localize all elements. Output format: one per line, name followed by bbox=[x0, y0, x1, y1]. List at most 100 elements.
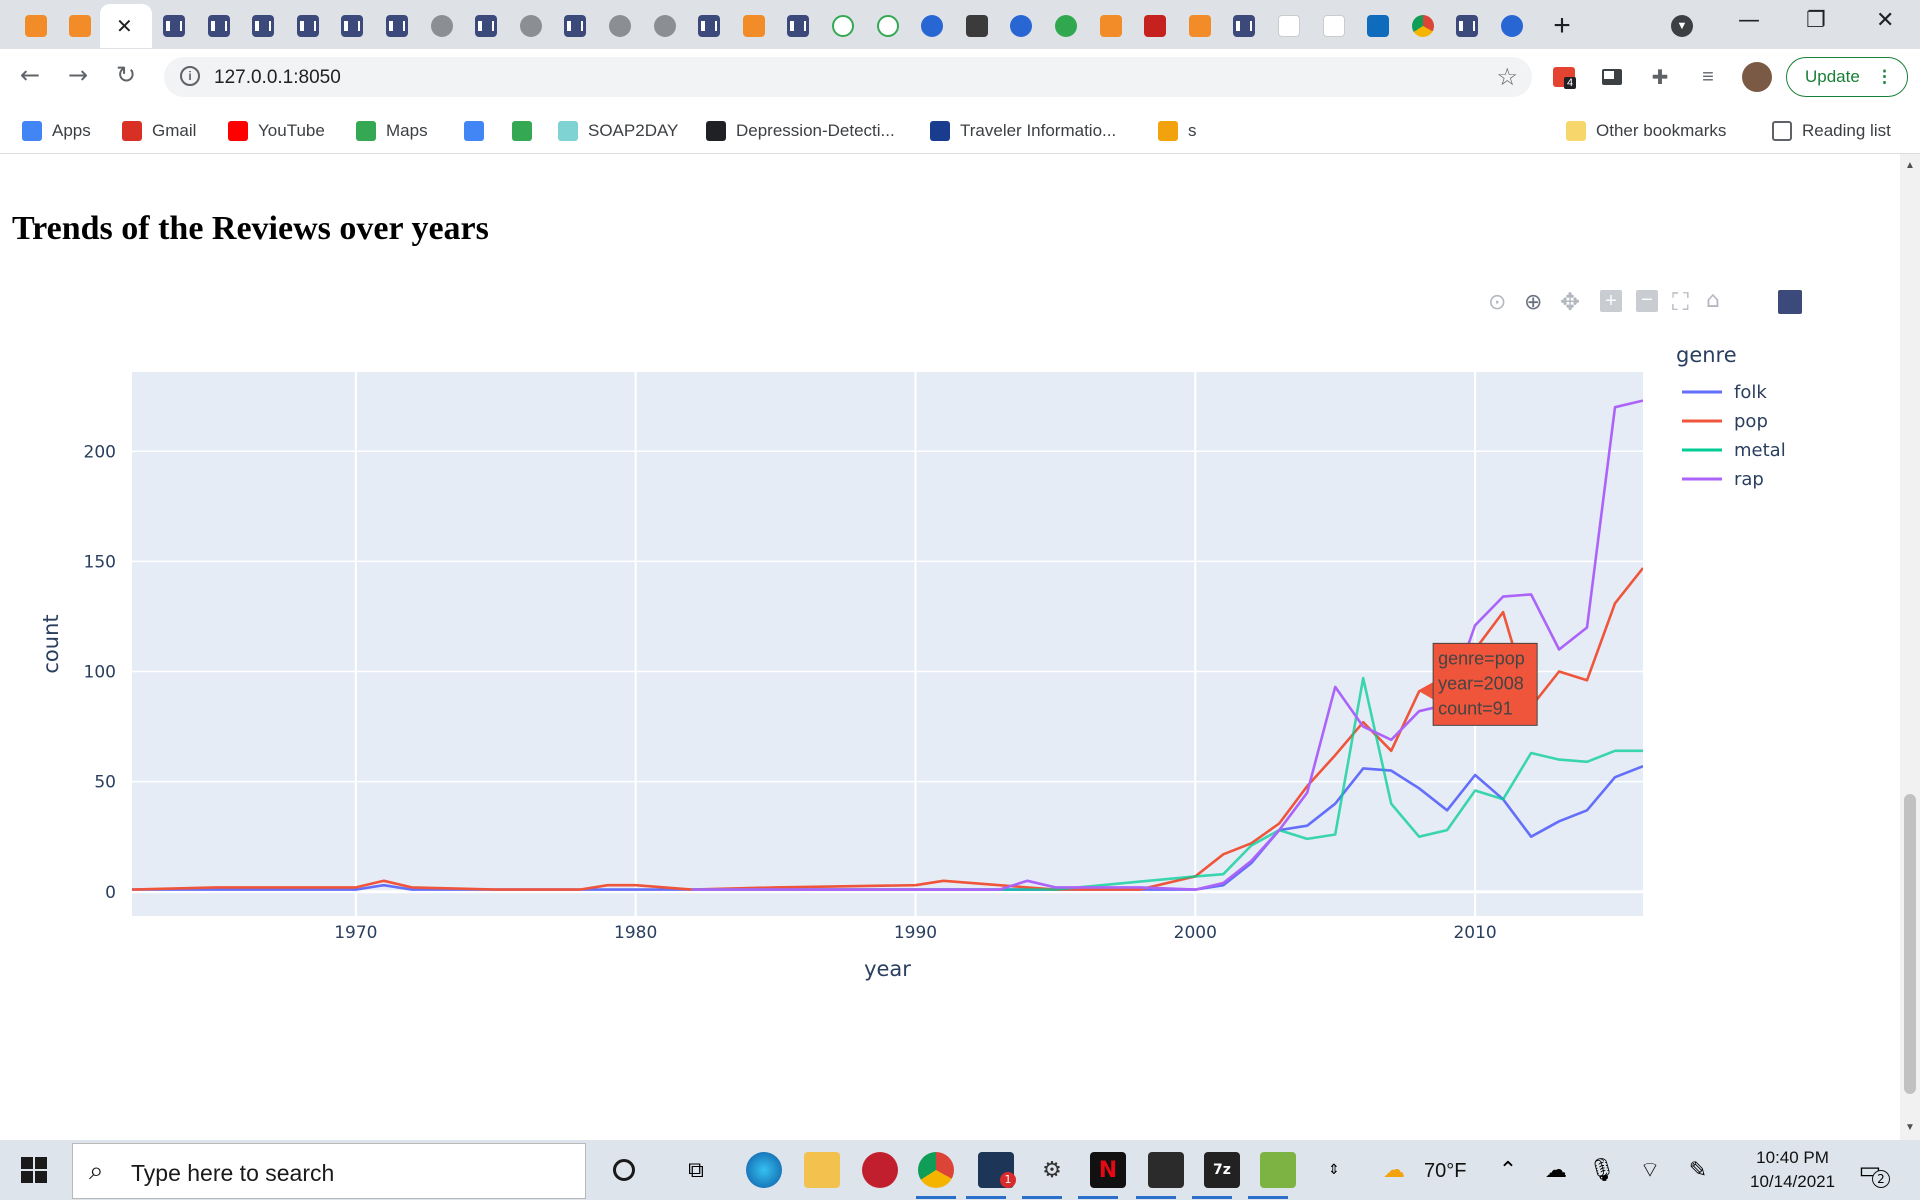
update-button[interactable]: Update ⋮ bbox=[1786, 57, 1908, 97]
tab-12[interactable] bbox=[553, 4, 597, 48]
legend-item-pop[interactable]: pop bbox=[1734, 411, 1768, 432]
tab-28[interactable] bbox=[1267, 4, 1311, 48]
bookmark-item[interactable] bbox=[464, 120, 494, 142]
bookmark-item[interactable]: Gmail bbox=[122, 120, 196, 142]
tab-33[interactable] bbox=[1490, 4, 1534, 48]
tab-9[interactable] bbox=[420, 4, 464, 48]
tab-8[interactable] bbox=[375, 4, 419, 48]
tab-2[interactable] bbox=[58, 4, 102, 48]
tab-27[interactable] bbox=[1222, 4, 1266, 48]
tab-30[interactable] bbox=[1356, 4, 1400, 48]
bookmark-item[interactable]: YouTube bbox=[228, 120, 325, 142]
onedrive-icon[interactable]: ☁ bbox=[1545, 1157, 1567, 1183]
bookmark-item[interactable]: Depression-Detecti... bbox=[706, 120, 895, 142]
tab-6[interactable] bbox=[286, 4, 330, 48]
tab-active[interactable] bbox=[100, 4, 152, 48]
new-tab-button[interactable]: + bbox=[1540, 4, 1584, 48]
scroll-up-icon[interactable]: ▲ bbox=[1905, 160, 1915, 171]
legend-item-rap[interactable]: rap bbox=[1734, 469, 1764, 490]
tab-21[interactable] bbox=[955, 4, 999, 48]
reading-list[interactable]: Reading list bbox=[1772, 120, 1891, 142]
zoom-out-icon[interactable]: − bbox=[1636, 290, 1658, 312]
webex-icon[interactable]: 1 bbox=[978, 1152, 1016, 1188]
extensions-puzzle-icon[interactable]: ✚ bbox=[1651, 66, 1669, 89]
close-tab-icon[interactable]: ✕ bbox=[116, 14, 133, 38]
reviews-trend-chart[interactable]: 1970 1980 1990 2000 2010 0 50 100 150 200 year coun… bbox=[0, 154, 1900, 1134]
tab-search-button[interactable]: ▼ bbox=[1660, 4, 1704, 48]
todoist-extension-icon[interactable]: 4 bbox=[1550, 63, 1578, 91]
zoom-icon[interactable]: ⊕ bbox=[1524, 290, 1543, 315]
tab-18[interactable] bbox=[821, 4, 865, 48]
bookmark-star-icon[interactable]: ☆ bbox=[1496, 64, 1518, 91]
cortana-icon[interactable] bbox=[606, 1152, 642, 1188]
legend-item-metal[interactable]: metal bbox=[1734, 440, 1786, 461]
reset-axes-home-icon[interactable]: ⌂ bbox=[1706, 288, 1720, 313]
pen-icon[interactable]: ✎ bbox=[1688, 1157, 1708, 1183]
chrome-icon[interactable] bbox=[918, 1152, 954, 1188]
file-explorer-icon[interactable] bbox=[804, 1152, 840, 1188]
reload-icon[interactable]: ↻ bbox=[116, 61, 137, 89]
tab-17[interactable] bbox=[776, 4, 820, 48]
tab-26[interactable] bbox=[1178, 4, 1222, 48]
tab-16[interactable] bbox=[732, 4, 776, 48]
bookmark-item[interactable]: Apps bbox=[22, 120, 91, 142]
tab-10[interactable] bbox=[464, 4, 508, 48]
wifi-icon[interactable]: ⌔ bbox=[1639, 1158, 1661, 1183]
tab-29[interactable] bbox=[1312, 4, 1356, 48]
restore-icon[interactable]: ❐ bbox=[1806, 8, 1826, 33]
tab-15[interactable] bbox=[687, 4, 731, 48]
address-bar[interactable]: i 127.0.0.1:8050 ☆ bbox=[164, 57, 1532, 97]
tab-32[interactable] bbox=[1445, 4, 1489, 48]
tab-24[interactable] bbox=[1089, 4, 1133, 48]
camera-icon[interactable]: ⊙ bbox=[1488, 290, 1507, 315]
series-line-pop[interactable] bbox=[132, 567, 1643, 891]
back-icon[interactable]: ← bbox=[20, 61, 41, 89]
notepad-app-icon[interactable] bbox=[1260, 1152, 1296, 1188]
bookmark-item[interactable] bbox=[512, 120, 542, 142]
tab-3[interactable] bbox=[152, 4, 196, 48]
window-close-icon[interactable]: ✕ bbox=[1876, 8, 1895, 33]
tab-14[interactable] bbox=[643, 4, 687, 48]
tab-7[interactable] bbox=[330, 4, 374, 48]
clock[interactable]: 10:40 PM 10/14/2021 bbox=[1750, 1146, 1835, 1194]
7zip-icon[interactable]: 7z bbox=[1204, 1152, 1240, 1188]
zoom-in-icon[interactable]: + bbox=[1600, 290, 1622, 312]
info-icon[interactable]: i bbox=[180, 66, 200, 86]
tab-13[interactable] bbox=[598, 4, 642, 48]
bookmark-item[interactable]: Traveler Informatio... bbox=[930, 120, 1116, 142]
taskbar-scroll-icon[interactable]: ⇕ bbox=[1328, 1162, 1340, 1178]
windows-start-icon[interactable] bbox=[16, 1152, 52, 1188]
settings-gear-icon[interactable]: ⚙ bbox=[1042, 1157, 1062, 1183]
shield-app-icon[interactable] bbox=[862, 1152, 898, 1188]
autoscale-icon[interactable]: ⛶ bbox=[1672, 288, 1689, 316]
scroll-down-icon[interactable]: ▼ bbox=[1905, 1122, 1915, 1133]
edge-icon[interactable] bbox=[746, 1152, 782, 1188]
tab-31[interactable] bbox=[1401, 4, 1445, 48]
weather-temp[interactable]: 70°F bbox=[1424, 1160, 1467, 1182]
tab-25[interactable] bbox=[1133, 4, 1177, 48]
tab-5[interactable] bbox=[241, 4, 285, 48]
terminal-icon[interactable] bbox=[1148, 1152, 1184, 1188]
tray-chevron-up-icon[interactable]: ⌃ bbox=[1498, 1157, 1518, 1183]
plot-background[interactable] bbox=[132, 372, 1643, 916]
address-url[interactable]: 127.0.0.1:8050 bbox=[214, 67, 341, 88]
media-queue-icon[interactable]: ≡ bbox=[1702, 65, 1714, 88]
tab-22[interactable] bbox=[999, 4, 1043, 48]
bookmark-item[interactable]: s bbox=[1158, 120, 1197, 142]
task-view-icon[interactable]: ⧉ bbox=[688, 1157, 704, 1183]
plotly-logo-icon[interactable] bbox=[1778, 290, 1802, 314]
tab-11[interactable] bbox=[509, 4, 553, 48]
bookmark-item[interactable]: SOAP2DAY bbox=[558, 120, 678, 142]
bookmark-item[interactable]: Maps bbox=[356, 120, 428, 142]
menu-dots-icon[interactable]: ⋮ bbox=[1876, 67, 1893, 86]
picture-in-picture-icon[interactable] bbox=[1598, 63, 1626, 91]
pan-icon[interactable]: ✥ bbox=[1560, 288, 1581, 316]
netflix-icon[interactable]: N bbox=[1090, 1152, 1126, 1188]
other-bookmarks[interactable]: Other bookmarks bbox=[1566, 120, 1726, 142]
tab-20[interactable] bbox=[910, 4, 954, 48]
taskbar-search-box[interactable]: ⌕ Type here to search bbox=[72, 1143, 586, 1199]
minimize-icon[interactable]: — bbox=[1738, 8, 1760, 33]
tab-1[interactable] bbox=[14, 4, 58, 48]
tab-4[interactable] bbox=[197, 4, 241, 48]
profile-avatar[interactable] bbox=[1742, 62, 1772, 92]
